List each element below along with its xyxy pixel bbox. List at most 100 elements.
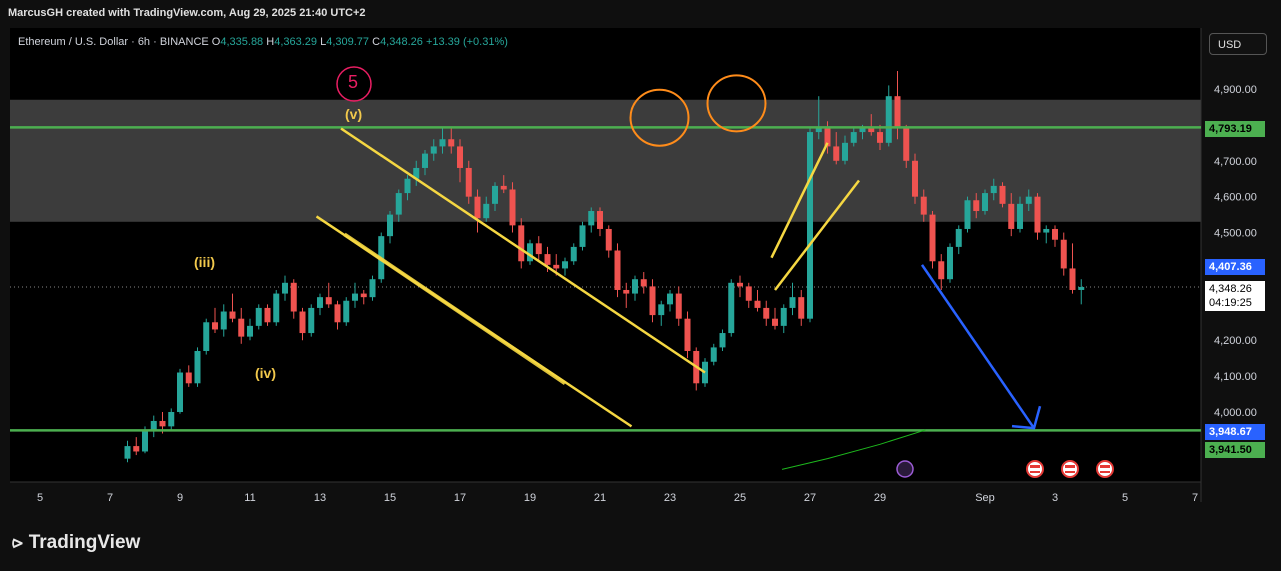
candle-body	[395, 193, 402, 215]
candle-body	[772, 318, 778, 326]
candle-body	[185, 372, 192, 384]
x-tick-label: 21	[594, 492, 606, 504]
candle-body	[754, 300, 761, 308]
chart-legend: Ethereum / U.S. Dollar · 6h · BINANCE O4…	[18, 36, 508, 48]
candle-body	[947, 246, 953, 280]
symbol-label: Ethereum / U.S. Dollar · 6h · BINANCE	[18, 36, 209, 48]
candle-body	[745, 286, 752, 301]
candle-body	[238, 318, 245, 337]
x-tick-label: 9	[177, 492, 183, 504]
y-tick-label: 4,100.00	[1214, 371, 1257, 383]
x-tick-label: 7	[107, 492, 113, 504]
candle-body	[929, 214, 936, 262]
candle-body	[763, 307, 770, 319]
candle-body	[667, 293, 673, 305]
candle-body	[903, 128, 910, 161]
change-value: +13.39 (+0.31%)	[425, 36, 508, 48]
candle-body	[562, 261, 568, 269]
credit-text: MarcusGH created with TradingView.com, A…	[8, 7, 366, 19]
us-flag-event-icon	[1096, 460, 1114, 478]
candle-body	[317, 297, 323, 308]
candle-body	[973, 200, 980, 212]
candle-body	[623, 289, 630, 294]
candle-body	[842, 142, 848, 161]
candle-body	[579, 225, 586, 247]
candle-body	[885, 96, 892, 143]
x-tick-label: 7	[1192, 492, 1198, 504]
candle-body	[1043, 228, 1050, 233]
candle-body	[308, 307, 315, 334]
candle-body	[964, 200, 971, 229]
candle-body	[894, 96, 901, 129]
channel-lower-line-2	[343, 232, 567, 385]
candle-body	[868, 128, 875, 133]
candle-body	[220, 311, 227, 330]
lightning-event-icon	[896, 460, 914, 478]
tradingview-logo-icon: ⪧	[12, 532, 23, 553]
candle-body	[229, 311, 236, 319]
candle-body	[553, 264, 560, 269]
forecast-arrow-head	[1011, 405, 1042, 430]
us-flag-stripe	[1030, 465, 1040, 468]
candle-body	[789, 297, 796, 308]
candle-body	[264, 307, 271, 323]
resistance-price-tag: 4,793.19	[1205, 121, 1265, 137]
candle-body	[859, 128, 866, 133]
candle-body	[877, 132, 883, 143]
candle-body	[212, 322, 218, 330]
open-label: O	[211, 36, 221, 48]
tradingview-logo[interactable]: ⪧ TradingView	[12, 532, 140, 554]
candle-body	[955, 228, 962, 247]
candle-body	[299, 311, 306, 334]
x-tick-label: 3	[1052, 492, 1058, 504]
wave-label-v: (v)	[345, 106, 363, 122]
candle-body	[142, 429, 148, 452]
x-tick-label: 25	[734, 492, 746, 504]
us-flag-stripe	[1065, 465, 1075, 468]
channel-upper-line	[340, 127, 706, 374]
candle-body	[807, 132, 813, 319]
highlight-circle	[706, 74, 767, 133]
us-flag-stripe	[1065, 471, 1075, 473]
candle-body	[203, 322, 210, 351]
candle-body	[1017, 203, 1023, 229]
y-tick-label: 4,500.00	[1214, 228, 1257, 240]
wave-five-circle	[336, 66, 372, 102]
candle-body	[334, 304, 341, 323]
candle-body	[518, 225, 525, 262]
candle-body	[920, 196, 927, 215]
candle-body	[124, 446, 131, 459]
blue-price-tag: 4,407.36	[1205, 259, 1265, 275]
candle-body	[815, 128, 822, 133]
candle-body	[527, 243, 533, 262]
us-flag-stripe	[1100, 465, 1110, 468]
candle-body	[990, 185, 997, 194]
low-label: L	[320, 36, 327, 48]
high-label: H	[266, 36, 275, 48]
candle-body	[1025, 196, 1032, 204]
last-price-value: 4,348.26	[1209, 283, 1252, 295]
currency-button[interactable]: USD	[1209, 33, 1267, 55]
candle-body	[500, 185, 507, 190]
support-blue-price-tag: 3,948.67	[1205, 424, 1265, 440]
candle-body	[1034, 196, 1041, 233]
candle-body	[938, 261, 945, 280]
candle-body	[833, 146, 840, 161]
candle-body	[982, 193, 988, 212]
candle-body	[780, 307, 787, 326]
candle-body	[439, 139, 446, 147]
wave-label-five: 5	[348, 72, 359, 92]
candle-body	[177, 372, 183, 412]
candle-body	[605, 228, 612, 251]
candle-body	[168, 412, 175, 427]
candle-body	[1060, 239, 1067, 269]
candle-body	[1052, 228, 1058, 240]
supply-zone	[10, 99, 1201, 222]
wave-label-iii: (iii)	[194, 254, 215, 270]
highlight-circle	[629, 88, 690, 147]
candle-body	[255, 307, 262, 326]
candle-body	[675, 293, 682, 319]
x-tick-label: 17	[454, 492, 466, 504]
candle-body	[1069, 268, 1076, 290]
